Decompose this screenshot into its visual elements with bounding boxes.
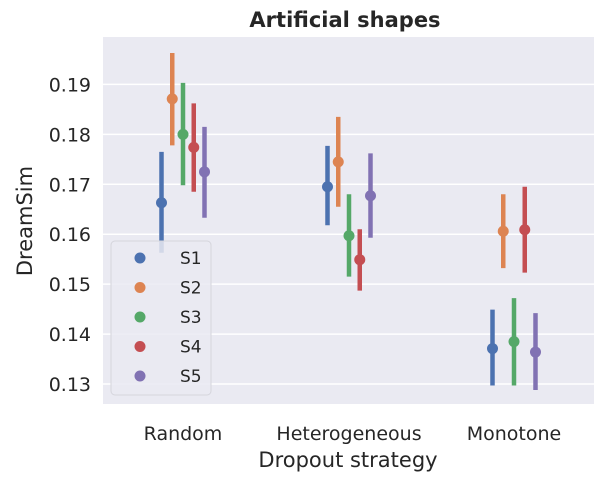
y-tick-label: 0.19: [49, 74, 91, 96]
x-axis-ticks: Random Heterogeneous Monotone: [144, 423, 562, 445]
legend-label: S4: [180, 338, 202, 358]
x-axis-label: Dropout strategy: [258, 448, 437, 472]
legend-marker-s3: [134, 311, 146, 323]
point-s2: [332, 156, 344, 168]
x-tick-label: Heterogeneous: [276, 423, 421, 445]
point-s5: [365, 190, 376, 202]
y-axis-ticks: 0.13 0.14 0.15 0.16 0.17 0.18 0.19: [49, 74, 91, 396]
y-tick-label: 0.15: [49, 274, 91, 296]
point-s1: [156, 197, 167, 209]
y-tick-label: 0.17: [49, 174, 91, 196]
legend-label: S5: [180, 367, 202, 387]
legend-marker-s4: [134, 341, 146, 352]
point-s1: [487, 343, 498, 355]
legend-marker-s5: [134, 370, 146, 382]
chart-title: Artificial shapes: [249, 8, 440, 32]
legend-label: S1: [180, 249, 202, 269]
x-tick-label: Random: [144, 423, 223, 445]
y-tick-label: 0.18: [49, 124, 91, 146]
x-tick-label: Monotone: [467, 423, 562, 445]
point-s1: [322, 181, 333, 193]
legend-marker-s1: [134, 252, 146, 264]
point-s5: [530, 346, 541, 358]
point-s3: [343, 230, 355, 242]
y-axis-label: DreamSim: [13, 166, 37, 276]
legend: S1 S2 S3 S4 S5: [110, 240, 212, 396]
y-tick-label: 0.16: [49, 224, 91, 246]
point-s3: [177, 128, 189, 140]
point-s3: [508, 336, 520, 348]
point-s2: [497, 225, 509, 237]
point-s4: [519, 224, 531, 236]
legend-label: S3: [180, 308, 202, 328]
point-s4: [354, 254, 366, 266]
legend-box: [110, 240, 212, 396]
y-tick-label: 0.14: [49, 324, 91, 346]
y-tick-label: 0.13: [49, 374, 91, 396]
point-s2: [166, 93, 178, 105]
data-marks: [156, 52, 541, 391]
point-s4: [188, 141, 200, 153]
legend-label: S2: [180, 279, 202, 299]
point-s5: [199, 166, 210, 178]
legend-marker-s2: [134, 282, 146, 293]
